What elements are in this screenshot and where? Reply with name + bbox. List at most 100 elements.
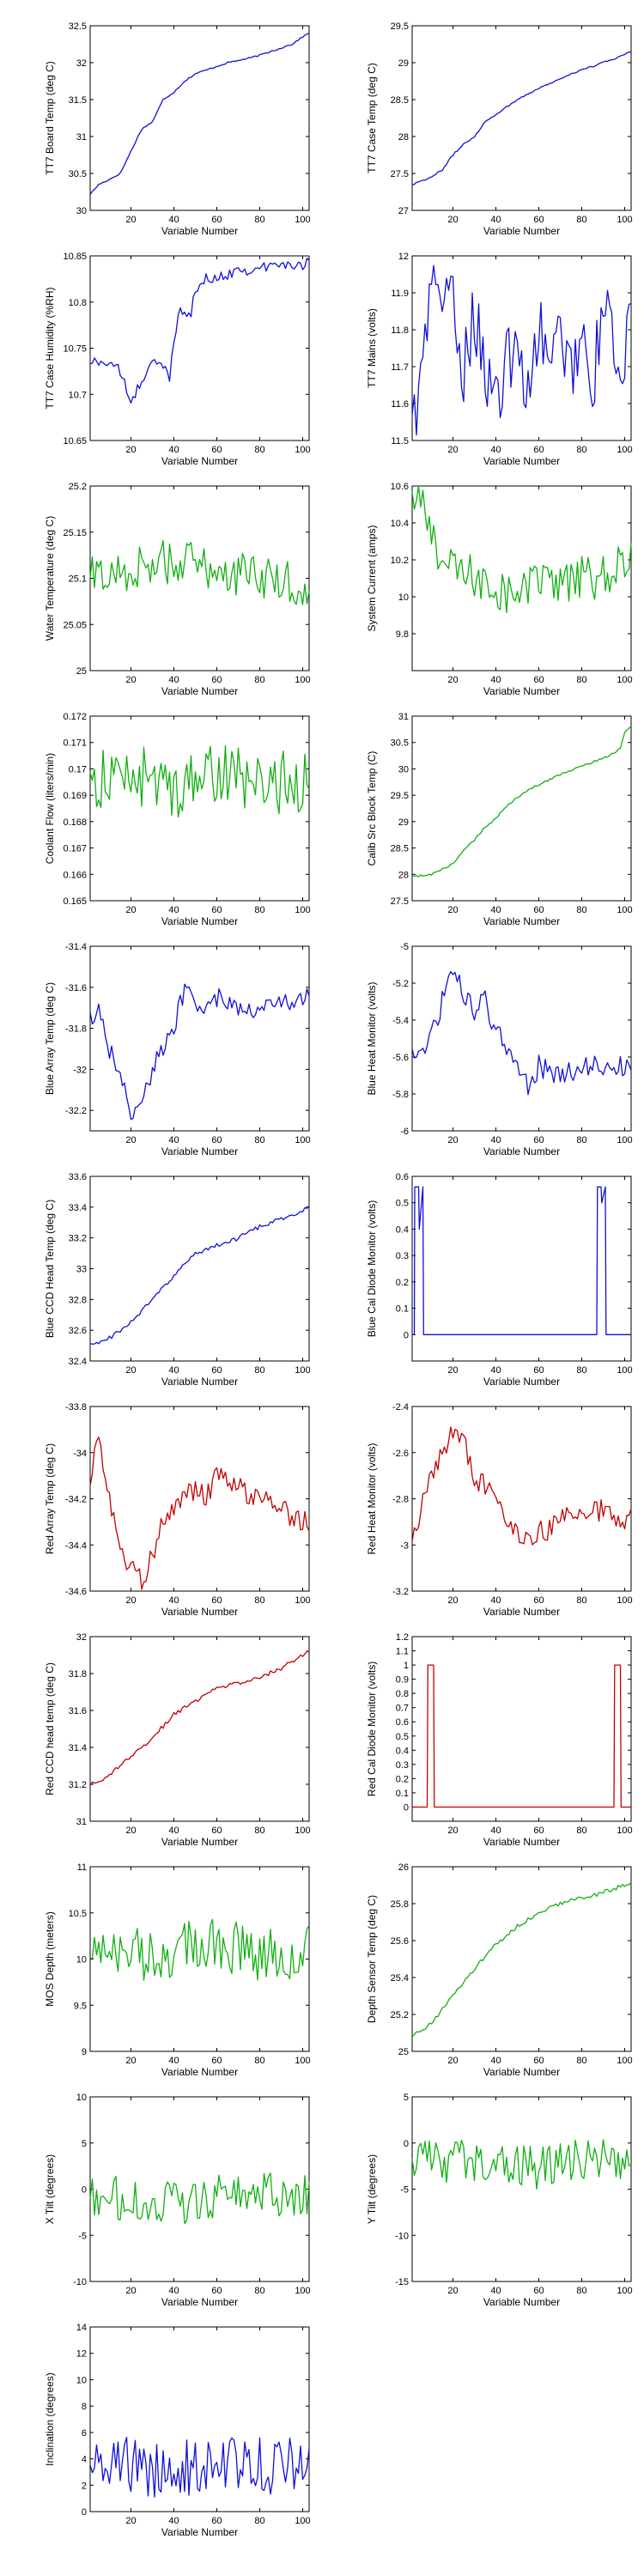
chart-panel: 20 40 60 80 100 25 25.2 25.4 25.6 25.8 26 Variable … [322, 1841, 644, 2078]
chart-panel: 20 40 60 80 100 -15 -10 -5 0 5 Variable Number Y Ti… [322, 2071, 644, 2308]
chart-panel: 20 40 60 80 100 -6 -5.8 -5.6 -5.4 -5.2 -5 Variable … [322, 920, 644, 1157]
y-tick-label: 0.6 [396, 1172, 409, 1182]
y-tick-label: 0.4 [396, 1224, 409, 1235]
x-tick-label: 40 [490, 445, 501, 455]
x-tick-label: 60 [533, 1365, 544, 1376]
y-tick-label: 0.167 [63, 844, 87, 854]
x-tick-label: 80 [576, 2056, 586, 2066]
x-tick-label: 80 [254, 215, 264, 225]
y-tick-label: 10.65 [63, 436, 87, 447]
y-tick-label: -5 [78, 2231, 87, 2241]
chart-panel: 20 40 60 80 100 -34.6 -34.4 -34.2 -34 -33.8 Variab… [0, 1381, 322, 1618]
y-tick-label: 0 [82, 2185, 87, 2196]
y-tick-label: 32 [76, 1632, 87, 1643]
x-tick-label: 40 [490, 1826, 501, 1836]
y-tick-label: 1 [404, 1661, 409, 1671]
y-tick-label: -10 [395, 2231, 409, 2241]
plot-area [89, 2326, 310, 2512]
y-tick-label: 10.7 [69, 390, 87, 400]
y-axis-label: TT7 Mains (volts) [366, 308, 378, 388]
x-tick-label: 40 [168, 2286, 179, 2296]
chart-svg: 20 40 60 80 100 25 25.05 25.1 25.15 25.2 Variable … [44, 482, 311, 697]
y-tick-label: 14 [76, 2323, 87, 2333]
chart-svg: 20 40 60 80 100 0.165 0.166 0.167 0.168 0.169 0.17… [44, 712, 311, 927]
y-tick-label: 11.8 [391, 325, 409, 336]
x-tick-label: 60 [211, 215, 222, 225]
chart-panel: 20 40 60 80 100 27 27.5 28 28.5 29 29.5 Variable Nu… [322, 0, 644, 237]
x-tick-label: 40 [490, 215, 501, 225]
y-tick-label: 25 [76, 666, 87, 677]
y-tick-label: -5.4 [392, 1016, 409, 1026]
y-tick-label: 0.166 [63, 870, 87, 880]
series-line [411, 726, 632, 878]
y-tick-label: -34.4 [65, 1540, 87, 1551]
y-tick-label: 30.5 [69, 169, 87, 179]
y-tick-label: 10.8 [69, 298, 87, 308]
plot-area [89, 1406, 310, 1592]
y-axis-label: MOS Depth (meters) [44, 1911, 56, 2007]
x-tick-label: 20 [125, 905, 136, 915]
y-tick-label: 0.5 [396, 1732, 409, 1742]
y-tick-label: -5.6 [392, 1053, 409, 1063]
y-tick-label: 31.4 [69, 1743, 87, 1753]
x-tick-label: 60 [533, 1826, 544, 1836]
x-tick-label: 60 [211, 1365, 222, 1376]
x-tick-label: 20 [447, 2286, 458, 2296]
y-tick-label: 0.7 [396, 1704, 409, 1714]
series-line [411, 264, 632, 436]
chart-svg: 20 40 60 80 100 10.65 10.7 10.75 10.8 10.85 Variab… [44, 252, 311, 467]
y-tick-label: 0.1 [396, 1304, 409, 1315]
x-tick-label: 20 [447, 215, 458, 225]
y-axis-label: Red Heat Monitor (volts) [366, 1443, 378, 1554]
x-tick-label: 20 [125, 1135, 136, 1145]
y-tick-label: 12 [76, 2349, 87, 2360]
x-axis-label: Variable Number [161, 225, 238, 237]
x-tick-label: 60 [211, 905, 222, 915]
y-tick-label: 5 [82, 2139, 87, 2149]
y-tick-label: 25.15 [63, 528, 87, 538]
series-line [89, 2436, 310, 2498]
y-tick-label: 0.3 [396, 1760, 409, 1771]
y-tick-label: 0 [404, 1802, 409, 1813]
y-tick-label: 25 [398, 2047, 409, 2057]
x-tick-label: 20 [447, 2056, 458, 2066]
plot-area [89, 2096, 310, 2282]
series-line [89, 1918, 310, 1981]
chart-panel: 20 40 60 80 100 -3.2 -3 -2.8 -2.6 -2.4 Variable Nu… [322, 1381, 644, 1618]
x-tick-label: 80 [254, 445, 264, 455]
y-tick-label: 32.4 [69, 1357, 87, 1367]
plot-area [89, 25, 310, 211]
series-line [411, 485, 632, 614]
y-axis-label: Calib Src Block Temp (C) [366, 751, 378, 866]
y-tick-label: 26 [398, 1862, 409, 1873]
y-axis-label: Water Temperature (deg C) [44, 516, 56, 641]
y-tick-label: 9 [82, 2047, 87, 2057]
x-tick-label: 80 [576, 675, 586, 685]
x-tick-label: 40 [168, 1826, 179, 1836]
plot-area [411, 2096, 632, 2282]
y-axis-label: TT7 Board Temp (deg C) [44, 61, 56, 175]
x-tick-label: 80 [254, 2286, 264, 2296]
x-tick-label: 40 [168, 675, 179, 685]
plot-area [411, 715, 632, 902]
series-line [89, 745, 310, 818]
x-axis-label: Variable Number [161, 455, 238, 467]
y-tick-label: 30 [398, 764, 409, 775]
x-tick-label: 80 [254, 675, 264, 685]
x-tick-label: 80 [254, 2516, 264, 2526]
x-axis-label: Variable Number [483, 225, 560, 237]
y-tick-label: 0.6 [396, 1717, 409, 1728]
y-tick-label: 0 [404, 2139, 409, 2149]
plot-area [89, 1636, 310, 1822]
x-tick-label: 100 [617, 2056, 632, 2066]
x-axis-label: Variable Number [161, 2066, 238, 2078]
y-tick-label: 11 [77, 1862, 87, 1873]
x-tick-label: 80 [254, 1595, 264, 1606]
x-tick-label: 40 [168, 1365, 179, 1376]
y-tick-label: 28.5 [391, 844, 409, 854]
y-tick-label: -33.8 [65, 1402, 87, 1413]
x-tick-label: 20 [125, 1826, 136, 1836]
chart-svg: 20 40 60 80 100 -10 -5 0 5 10 Variable Number X Til… [44, 2093, 311, 2308]
y-axis-label: Blue Heat Monitor (volts) [366, 981, 378, 1095]
x-tick-label: 80 [254, 1826, 264, 1836]
